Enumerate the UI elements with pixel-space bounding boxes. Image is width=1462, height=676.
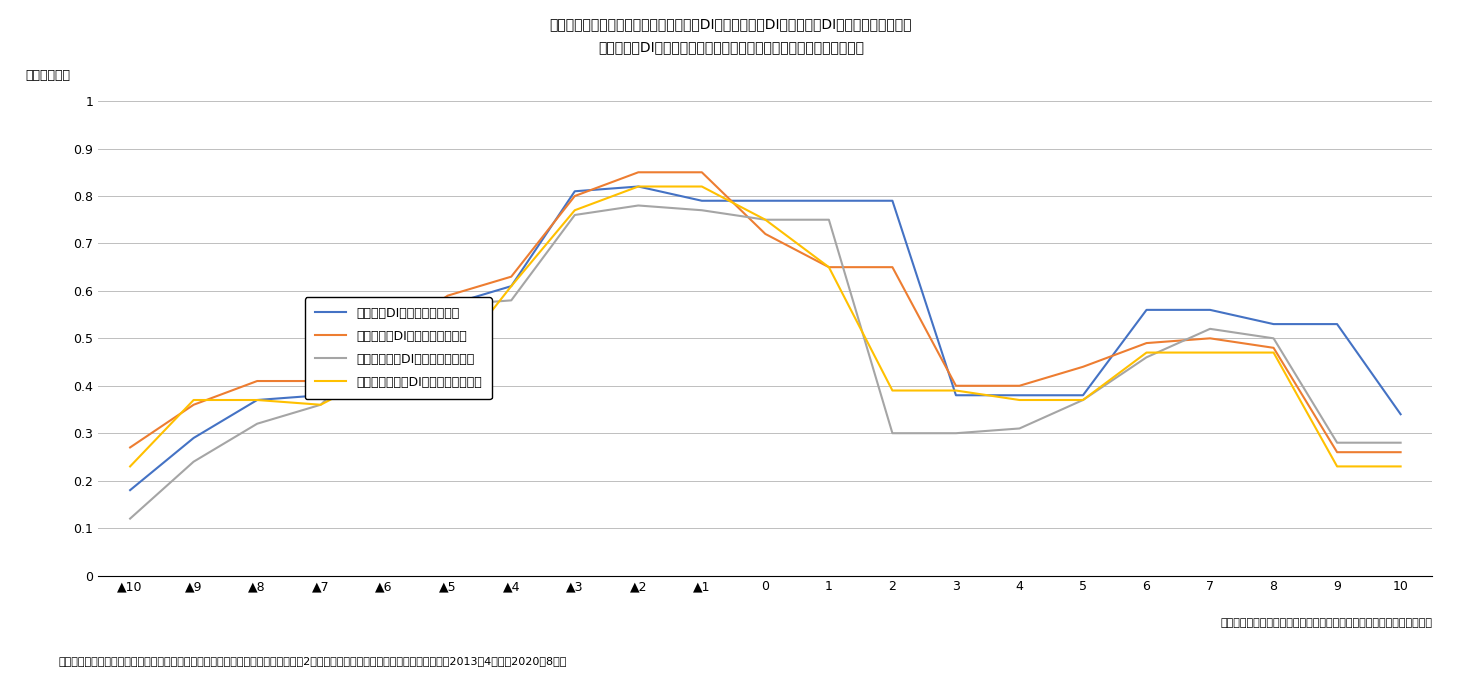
Text: 先行き判断DI（家計動向関連））と消費者態度指数との時差相関係数: 先行き判断DI（家計動向関連））と消費者態度指数との時差相関係数 [598,41,864,55]
Text: （出所）内閣府「景気ウォッチャー調査」、「消費動向調査」。消費者態度指数は2人以上世帯（季節調整値）を使用。推計期間は2013年4月から2020年8月。: （出所）内閣府「景気ウォッチャー調査」、「消費動向調査」。消費者態度指数は2人以… [58,656,567,666]
Text: （相関係数）: （相関係数） [25,69,70,82]
Legend: 現状判断DI＆消費者態度指数, 先行き判断DI＆消費者態度指数, 家計現状判断DI＆消費者態度指数, 家計先行き判断DI＆消費者態度指数: 現状判断DI＆消費者態度指数, 先行き判断DI＆消費者態度指数, 家計現状判断D… [304,297,491,399]
Text: （消費者態度指数に対する景気ウォッチャー調査のリード・ラグ、月）: （消費者態度指数に対する景気ウォッチャー調査のリード・ラグ、月） [1221,619,1433,628]
Text: 図５：景気ウォッチャー調査（現状判断DI、先行き判断DI、現状判断DI（家計動向関連）、: 図５：景気ウォッチャー調査（現状判断DI、先行き判断DI、現状判断DI（家計動向… [550,17,912,31]
